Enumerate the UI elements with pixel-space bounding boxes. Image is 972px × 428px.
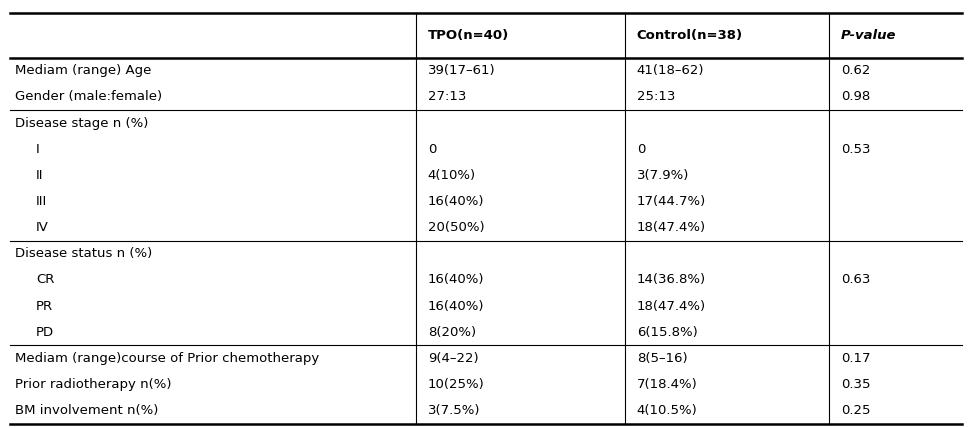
Text: 0.62: 0.62 <box>841 64 870 77</box>
Text: CR: CR <box>36 273 54 286</box>
Text: 7(18.4%): 7(18.4%) <box>637 378 698 391</box>
Text: 4(10%): 4(10%) <box>428 169 476 182</box>
Text: 39(17–61): 39(17–61) <box>428 64 496 77</box>
Text: 0.17: 0.17 <box>841 352 870 365</box>
Text: 6(15.8%): 6(15.8%) <box>637 326 698 339</box>
Text: 25:13: 25:13 <box>637 90 675 104</box>
Text: Gender (male:female): Gender (male:female) <box>15 90 161 104</box>
Text: 3(7.9%): 3(7.9%) <box>637 169 689 182</box>
Text: 27:13: 27:13 <box>428 90 466 104</box>
Text: 8(20%): 8(20%) <box>428 326 476 339</box>
Text: 14(36.8%): 14(36.8%) <box>637 273 706 286</box>
Text: 16(40%): 16(40%) <box>428 195 484 208</box>
Text: I: I <box>36 143 40 156</box>
Text: 16(40%): 16(40%) <box>428 273 484 286</box>
Text: 18(47.4%): 18(47.4%) <box>637 221 706 234</box>
Text: IV: IV <box>36 221 49 234</box>
Text: Control(n=38): Control(n=38) <box>637 29 743 42</box>
Text: 10(25%): 10(25%) <box>428 378 484 391</box>
Text: 0.53: 0.53 <box>841 143 870 156</box>
Text: BM involvement n(%): BM involvement n(%) <box>15 404 158 417</box>
Text: III: III <box>36 195 48 208</box>
Text: 0.63: 0.63 <box>841 273 870 286</box>
Text: 0.25: 0.25 <box>841 404 870 417</box>
Text: 0: 0 <box>428 143 436 156</box>
Text: 17(44.7%): 17(44.7%) <box>637 195 706 208</box>
Text: 0.35: 0.35 <box>841 378 870 391</box>
Text: 0.98: 0.98 <box>841 90 870 104</box>
Text: 16(40%): 16(40%) <box>428 300 484 312</box>
Text: PD: PD <box>36 326 54 339</box>
Text: 3(7.5%): 3(7.5%) <box>428 404 480 417</box>
Text: Disease stage n (%): Disease stage n (%) <box>15 116 148 130</box>
Text: P-value: P-value <box>841 29 896 42</box>
Text: 18(47.4%): 18(47.4%) <box>637 300 706 312</box>
Text: Mediam (range) Age: Mediam (range) Age <box>15 64 151 77</box>
Text: TPO(n=40): TPO(n=40) <box>428 29 509 42</box>
Text: 4(10.5%): 4(10.5%) <box>637 404 698 417</box>
Text: 20(50%): 20(50%) <box>428 221 484 234</box>
Text: Mediam (range)course of Prior chemotherapy: Mediam (range)course of Prior chemothera… <box>15 352 319 365</box>
Text: PR: PR <box>36 300 53 312</box>
Text: 41(18–62): 41(18–62) <box>637 64 704 77</box>
Text: 0: 0 <box>637 143 645 156</box>
Text: Prior radiotherapy n(%): Prior radiotherapy n(%) <box>15 378 171 391</box>
Text: Disease status n (%): Disease status n (%) <box>15 247 152 260</box>
Text: 8(5–16): 8(5–16) <box>637 352 687 365</box>
Text: II: II <box>36 169 44 182</box>
Text: 9(4–22): 9(4–22) <box>428 352 478 365</box>
